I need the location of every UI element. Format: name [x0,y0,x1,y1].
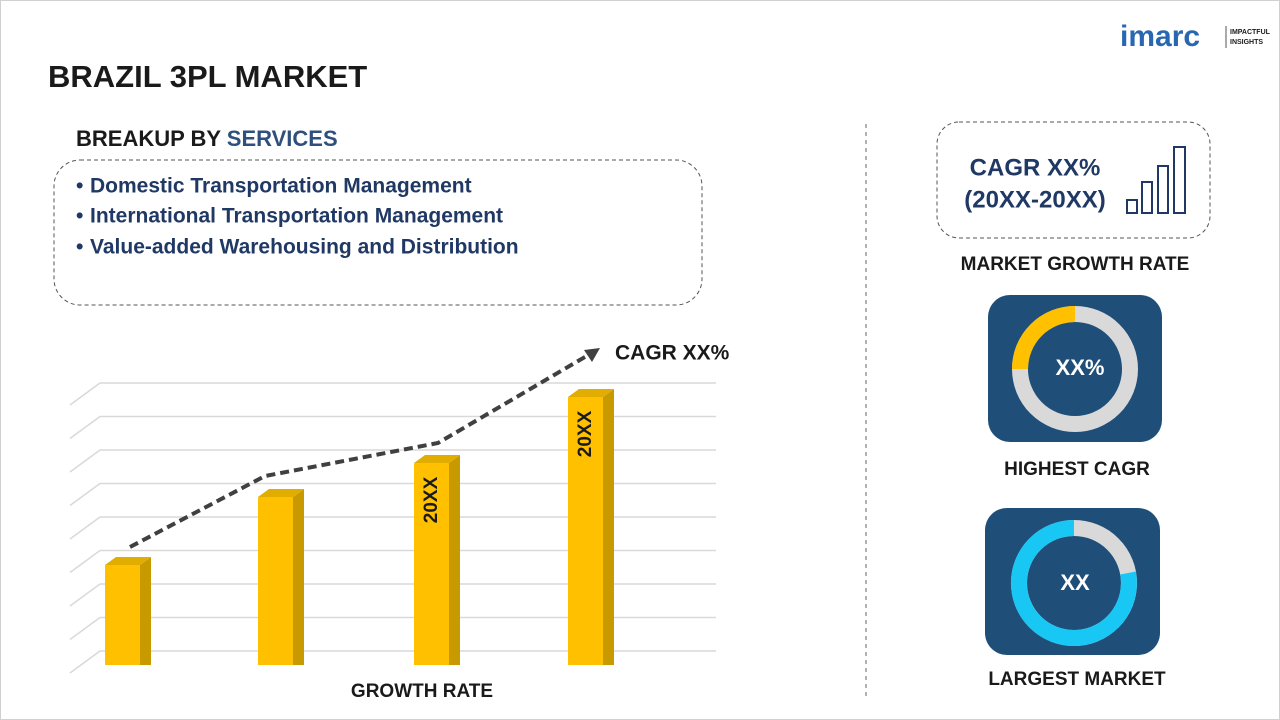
shape [258,497,293,665]
heading-prefix: BREAKUP BY [76,126,221,151]
bullet: • [76,175,83,198]
shape [568,397,603,665]
tile-caption: HIGHEST CAGR [1004,459,1150,480]
shape [140,557,151,665]
floor-line [69,382,101,406]
bullet: • [76,236,83,259]
floor-line [69,650,101,674]
bullet: • [76,205,83,228]
service-item: Value-added Warehousing and Distribution [90,236,519,259]
floor-line [69,482,101,507]
bar [414,455,460,665]
logo-tagline: INSIGHTS [1230,39,1263,46]
shape [414,455,460,463]
donut-arc [1010,520,1137,646]
shape [258,489,304,497]
shape [449,455,460,665]
card-caption: MARKET GROWTH RATE [961,254,1190,275]
breakup-heading: BREAKUP BY SERVICES [76,126,338,151]
logo-name: imarc [1120,20,1200,53]
services-box [53,159,703,306]
heading-highlight: SERVICES [227,126,338,151]
shape [1141,181,1153,214]
logo-tagline: IMPACTFUL [1230,29,1271,36]
shape [105,557,151,565]
cagr-line: CAGR XX% [970,154,1101,181]
bar-label: 20XX [575,410,596,457]
shape [1157,165,1169,214]
shape [105,565,140,665]
floor-line [69,516,101,540]
donut-arc [1012,306,1076,370]
growth-icon [1126,146,1186,214]
shape [414,463,449,665]
service-item: Domestic Transportation Management [90,175,472,198]
bar [568,389,614,665]
shape [1173,146,1186,214]
trend-line [129,352,592,549]
floor-line [69,415,101,440]
bar [105,557,151,665]
shape [603,389,614,665]
service-item: International Transportation Management [90,205,503,228]
floor-line [69,616,101,641]
tile-value: XX [1060,570,1090,595]
trend-label: CAGR XX% [615,342,730,365]
shape [568,389,614,397]
floor-line [69,549,101,574]
trend-arrow [584,348,600,362]
tile-value: XX% [1056,355,1105,380]
shape [1126,199,1138,214]
bar [258,489,304,665]
shape [293,489,304,665]
floor-line [69,583,101,607]
cagr-line: (20XX-20XX) [964,186,1105,213]
bars [105,389,614,665]
floor-line [69,449,101,473]
title: BRAZIL 3PL MARKET [48,59,367,94]
axis-label: GROWTH RATE [351,681,493,702]
bar-label: 20XX [421,476,442,523]
cagr-card [936,121,1211,239]
tile-caption: LARGEST MARKET [988,669,1166,690]
